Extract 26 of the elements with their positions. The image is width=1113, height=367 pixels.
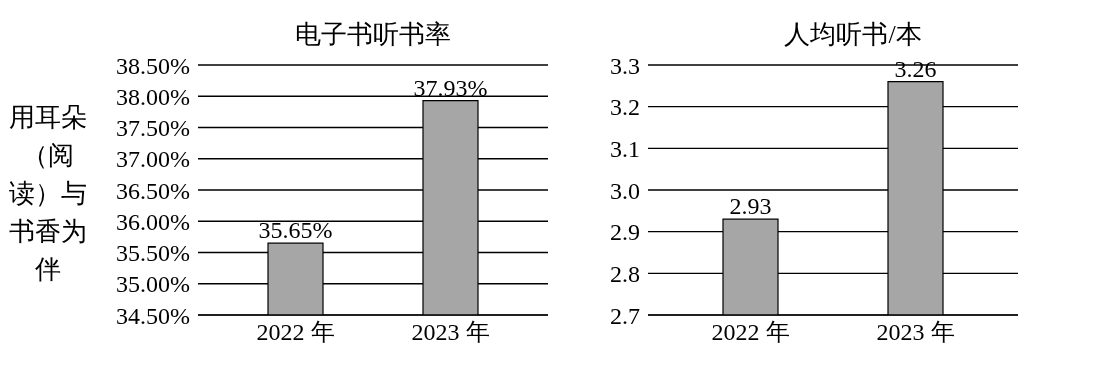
y-tick-label: 3.0 xyxy=(610,177,640,204)
y-axis-title: 用耳朵（阅读）与书香为伴 xyxy=(8,101,88,286)
x-tick-label: 2022 年 xyxy=(256,318,335,345)
data-label: 35.65% xyxy=(258,216,333,243)
chart-title: 人均听书/本 xyxy=(783,18,923,51)
data-label: 37.93% xyxy=(413,74,488,101)
y-tick-label: 37.00% xyxy=(116,145,190,172)
y-tick-label: 3.3 xyxy=(610,52,640,79)
y-tick-label: 2.8 xyxy=(610,260,640,287)
x-tick-label: 2023 年 xyxy=(411,318,490,345)
y-tick-label: 36.00% xyxy=(116,208,190,235)
y-tick-label: 2.7 xyxy=(610,302,640,329)
data-label: 2.93 xyxy=(729,192,772,219)
x-tick-label: 2022 年 xyxy=(711,318,790,345)
y-tick-label: 37.50% xyxy=(116,114,190,141)
y-tick-label: 3.1 xyxy=(610,135,640,162)
y-tick-label: 35.00% xyxy=(116,270,190,297)
y-tick-label: 2.9 xyxy=(610,218,640,245)
y-tick-label: 36.50% xyxy=(116,177,190,204)
y-tick-label: 38.50% xyxy=(116,52,190,79)
y-tick-label: 34.50% xyxy=(116,302,190,329)
y-tick-label: 3.2 xyxy=(610,93,640,120)
chart-title: 电子书听书率 xyxy=(294,18,452,51)
y-tick-label: 35.50% xyxy=(116,239,190,266)
x-tick-label: 2023 年 xyxy=(876,318,955,345)
y-tick-label: 38.00% xyxy=(116,83,190,110)
